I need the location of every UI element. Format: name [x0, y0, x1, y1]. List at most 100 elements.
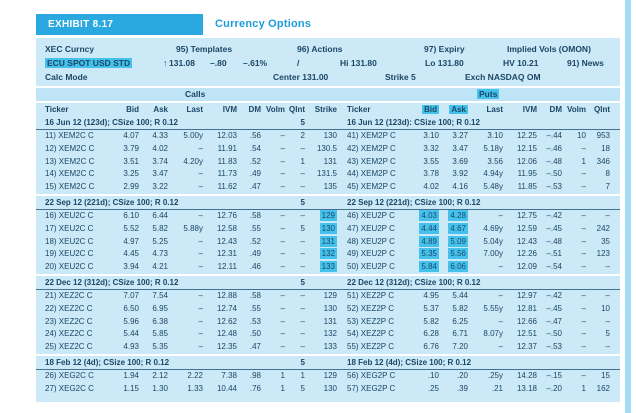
put-ticker[interactable]: 47) XEU2P C [347, 223, 395, 233]
table-row: 20) XEU2C C 3.94 4.21 – 12.11 .46 – – 133 50) XEU… [45, 261, 611, 274]
call-ticker[interactable]: 26) XEG2C C [45, 370, 94, 380]
put-ticker[interactable]: 57) XEG2P C [347, 383, 396, 393]
put-ticker[interactable]: 43) XEM2P C [347, 156, 396, 166]
call-ticker[interactable]: 13) XEM2C C [45, 156, 95, 166]
call-ask: 4.33 [152, 131, 168, 140]
call-ivm: 12.11 [217, 262, 237, 272]
call-ticker[interactable]: 15) XEM2C C [45, 182, 95, 192]
call-ticker[interactable]: 17) XEU2C C [45, 223, 94, 233]
col-strike: Strike [314, 105, 337, 114]
put-ticker[interactable]: 41) XEM2P C [347, 131, 396, 140]
call-ticker[interactable]: 25) XEZ2C C [45, 342, 93, 352]
call-ticker[interactable]: 23) XEZ2C C [45, 316, 93, 326]
put-ticker[interactable]: 49) XEU2P C [347, 249, 395, 259]
call-ticker[interactable]: 27) XEG2C C [45, 383, 94, 393]
strike-cell: 129 [323, 370, 337, 380]
put-ticker[interactable]: 55) XEZ2P C [347, 342, 394, 352]
call-qint: – [300, 342, 305, 352]
put-ticker[interactable]: 42) XEM2P C [347, 143, 396, 153]
call-ticker[interactable]: 19) XEU2C C [45, 249, 94, 259]
call-ask: 3.74 [152, 156, 168, 166]
templates-menu-item[interactable]: 95) Templates [176, 44, 233, 54]
put-qint: 8 [605, 169, 610, 179]
put-ticker[interactable]: 45) XEM2P C [347, 182, 396, 192]
put-ticker[interactable]: 56) XEG2P C [347, 370, 396, 380]
call-dm: .46 [249, 262, 261, 272]
call-bid: 3.79 [123, 143, 139, 153]
put-ticker[interactable]: 52) XEZ2P C [347, 303, 394, 313]
call-dm: .53 [249, 316, 261, 326]
call-ticker[interactable]: 16) XEU2C C [45, 210, 94, 220]
put-last: – [498, 262, 503, 272]
put-ticker[interactable]: 50) XEU2P C [347, 262, 395, 272]
put-ask-highlight: 6.06 [448, 261, 468, 273]
col-puts-ticker: Ticker [347, 105, 371, 114]
expiry-menu-item[interactable]: 97) Expiry [424, 44, 465, 54]
call-dm: .47 [249, 342, 261, 352]
call-ticker[interactable]: 18) XEU2C C [45, 236, 94, 246]
column-header-row: Ticker Bid Ask Last IVM DM Volm QInt Str… [45, 103, 611, 116]
call-ticker[interactable]: 20) XEU2C C [45, 262, 94, 272]
put-dm: –.50 [546, 169, 562, 179]
put-ticker[interactable]: 53) XEZ2P C [347, 316, 394, 326]
strike-cell: 131 [305, 235, 341, 249]
table-header: Ticker Bid Ask Last IVM DM Volm QInt Str… [36, 101, 620, 116]
strike-field[interactable]: Strike 5 [385, 72, 416, 82]
call-qint: 2 [300, 131, 305, 140]
center-field[interactable]: Center 131.00 [273, 72, 329, 82]
options-table-sections: 16 Jun 12 (123d); CSize 100; R 0.12 5 16 J… [36, 116, 620, 396]
put-ivm: 12.81 [516, 303, 537, 313]
expiry-section: 18 Feb 12 (4d); CSize 100; R 0.12 5 18 Feb… [36, 353, 620, 396]
quote-header: XEC Curncy 95) Templates 96) Actions 97)… [45, 42, 611, 86]
call-ticker[interactable]: 22) XEZ2C C [45, 303, 93, 313]
put-ivm: 12.75 [516, 210, 537, 220]
put-last: 5.55y [483, 303, 503, 313]
strike-cell: 131 [323, 316, 337, 326]
call-ask: 4.02 [152, 143, 168, 153]
call-ticker[interactable]: 21) XEZ2C C [45, 290, 93, 300]
call-dm: .52 [249, 156, 261, 166]
section-puts-label: 18 Feb 12 (4d); CSize 100; R 0.12 [347, 357, 472, 367]
instrument-label: XEC Curncy [45, 44, 95, 54]
put-ticker[interactable]: 46) XEU2P C [347, 210, 395, 220]
table-row: 21) XEZ2C C 7.07 7.54 – 12.88 .58 – – 129 51) XEZ… [45, 290, 611, 303]
news-menu-item[interactable]: 91) News [567, 58, 604, 68]
put-last: 8.07y [483, 329, 503, 339]
call-ivm: 12.31 [216, 249, 237, 259]
put-ticker[interactable]: 51) XEZ2P C [347, 290, 394, 300]
put-ticker[interactable]: 44) XEM2P C [347, 169, 396, 179]
put-qint: – [605, 342, 610, 352]
call-ticker[interactable]: 14) XEM2C C [45, 169, 95, 179]
put-volm: – [581, 329, 586, 339]
call-volm: – [280, 316, 285, 326]
put-ask: 4.28 [439, 209, 468, 223]
implied-vols-link[interactable]: Implied Vols (OMON) [507, 44, 591, 54]
section-puts-label: 22 Dec 12 (312d); CSize 100; R 0.12 [347, 277, 481, 287]
put-dm: –.51 [546, 249, 562, 259]
put-volm: – [581, 303, 586, 313]
col-calls-ticker: Ticker [45, 105, 69, 114]
section-calls-label: 22 Dec 12 (312d); CSize 100; R 0.12 [45, 277, 179, 287]
put-ivm: 12.26 [516, 249, 537, 259]
strike-cell: 133 [323, 342, 337, 352]
put-qint: 18 [601, 143, 610, 153]
put-ticker[interactable]: 48) XEU2P C [347, 236, 395, 246]
put-ask-highlight: 5.56 [448, 248, 468, 260]
call-bid: 6.10 [123, 210, 139, 220]
strike-cell: 129 [305, 209, 341, 223]
call-ticker[interactable]: 12) XEM2C C [45, 143, 95, 153]
put-qint: 7 [605, 182, 610, 192]
put-bid-highlight: 5.35 [419, 248, 439, 260]
call-ticker[interactable]: 11) XEM2C C [45, 131, 94, 140]
put-ivm: 13.18 [516, 383, 537, 393]
put-ivm: 12.51 [516, 329, 537, 339]
strike-cell: 133 [305, 261, 341, 274]
put-ticker[interactable]: 54) XEZ2P C [347, 329, 394, 339]
put-dm: –.44 [546, 131, 562, 140]
put-bid: 3.32 [423, 143, 439, 153]
actions-menu-item[interactable]: 96) Actions [297, 44, 343, 54]
call-ask: 6.95 [152, 303, 168, 313]
call-volm: – [280, 342, 285, 352]
call-ticker[interactable]: 24) XEZ2C C [45, 329, 93, 339]
